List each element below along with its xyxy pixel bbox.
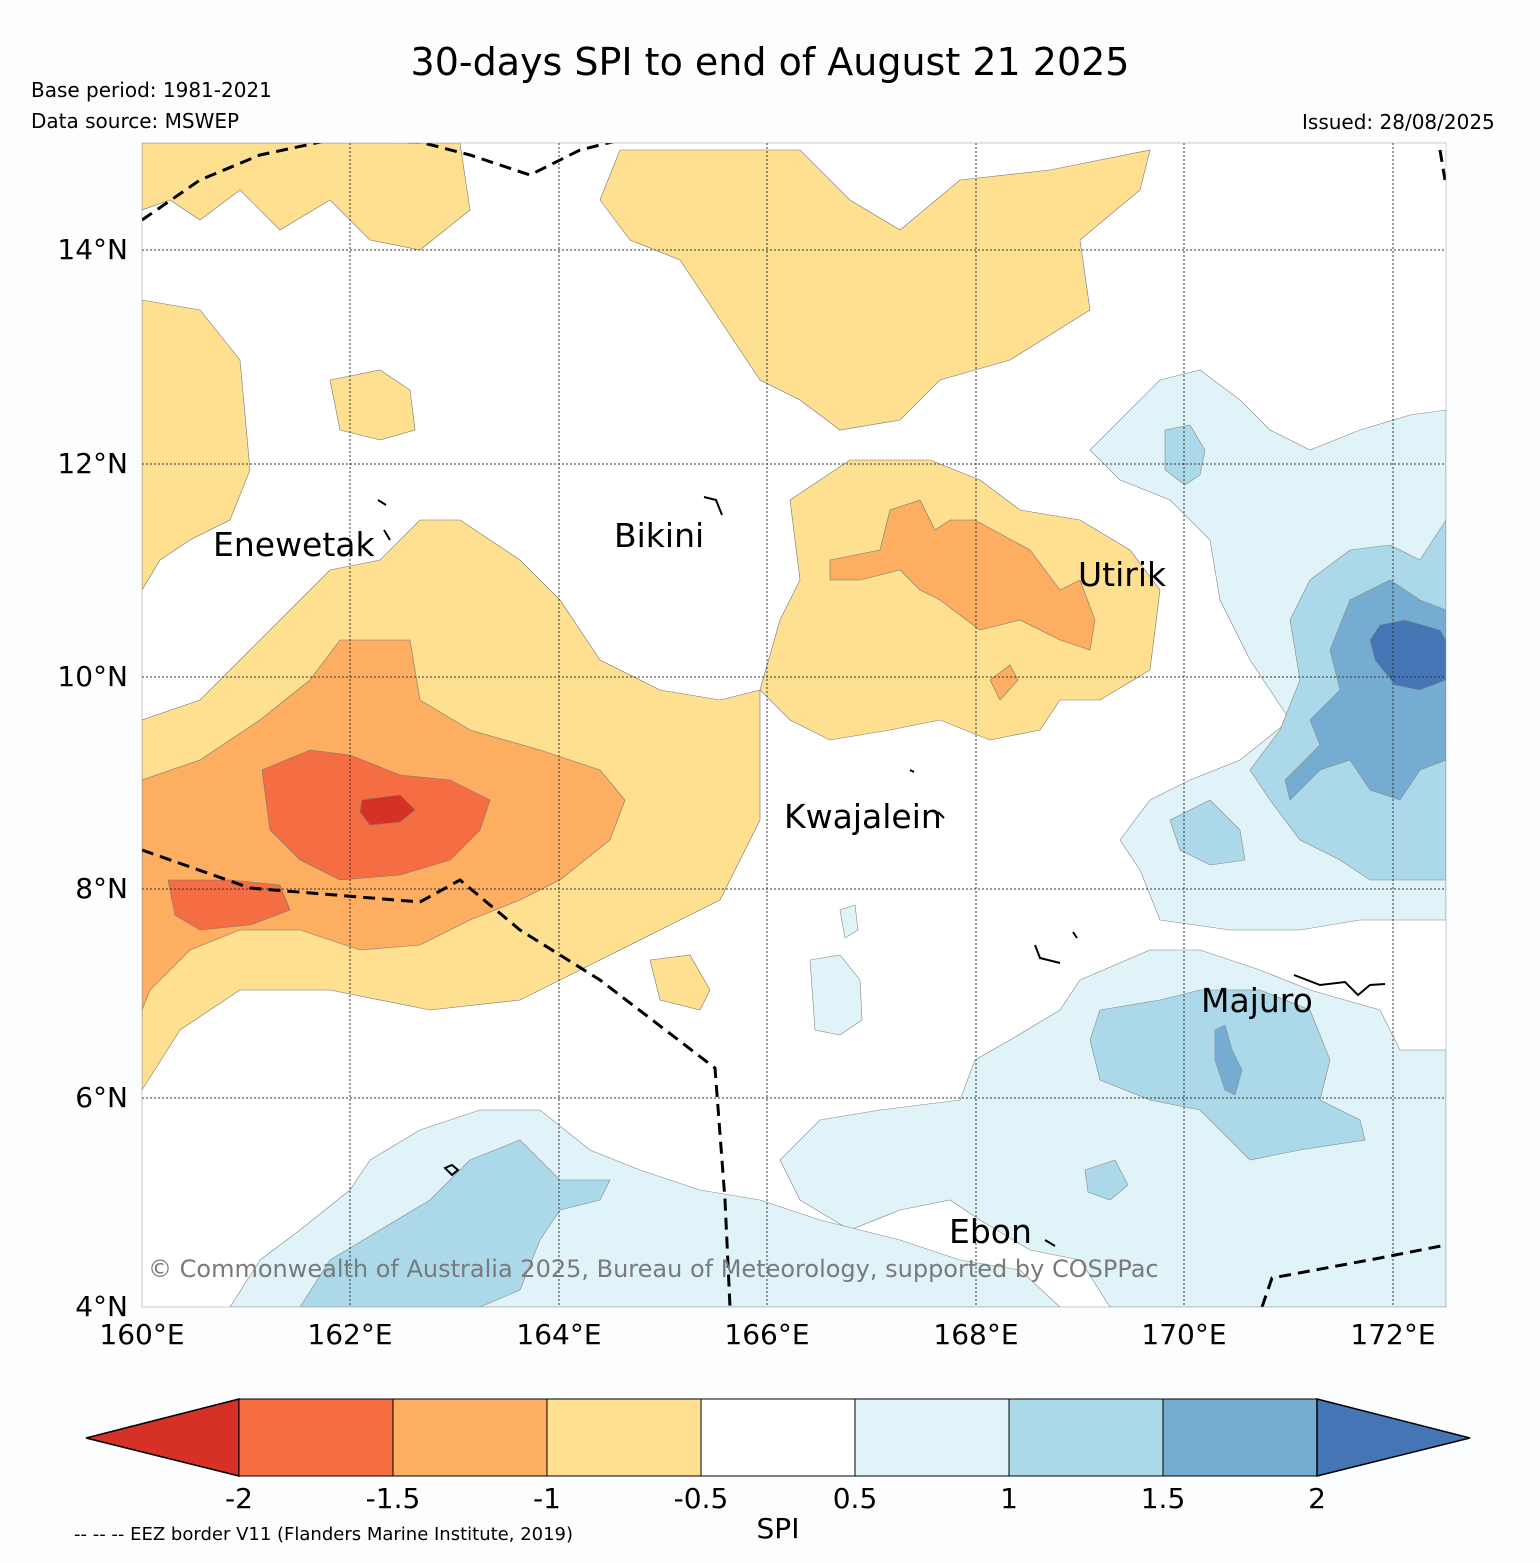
spi-dry-extreme-regions xyxy=(359,794,416,826)
atoll-outlines xyxy=(377,496,1386,1247)
colorbar-tick-0: -2 xyxy=(225,1482,253,1515)
place-label-ebon: Ebon xyxy=(949,1212,1032,1251)
colorbar-label: SPI xyxy=(757,1512,800,1545)
latitude-labels: 4°N 6°N 8°N 10°N 12°N 14°N xyxy=(57,233,128,1323)
map-gridlines xyxy=(142,143,1446,1307)
colorbar-tick-4: 0.5 xyxy=(833,1482,878,1515)
colorbar-segment-6 xyxy=(1008,1398,1164,1477)
colorbar-segment-1 xyxy=(238,1398,394,1477)
wet-extreme-east xyxy=(1369,619,1446,691)
lon-label-170: 170°E xyxy=(1141,1318,1226,1351)
lon-label-172: 172°E xyxy=(1350,1318,1435,1351)
wet-moderate-small-c xyxy=(1084,1159,1129,1201)
wet-light-small-a xyxy=(839,904,859,939)
lon-label-164: 164°E xyxy=(516,1318,601,1351)
place-label-enewetak: Enewetak xyxy=(213,525,376,564)
place-label-utirik: Utirik xyxy=(1078,555,1167,594)
atoll-enewetak xyxy=(377,499,391,541)
eez-borders xyxy=(142,143,1446,1307)
eez-border-southwest xyxy=(142,848,732,1307)
colorbar-segment-3 xyxy=(546,1398,702,1477)
wet-moderate-north xyxy=(1164,424,1206,486)
eez-border-northeast xyxy=(1438,149,1446,181)
colorbar-arrow-high xyxy=(1316,1398,1471,1477)
dry-region-upper-blob xyxy=(329,369,416,441)
colorbar-segment-4 xyxy=(700,1398,856,1477)
colorbar-tick-5: 1 xyxy=(1000,1482,1018,1515)
colorbar-tick-7: 2 xyxy=(1308,1482,1326,1515)
lon-label-168: 168°E xyxy=(933,1318,1018,1351)
map-plot-area xyxy=(142,143,1446,1307)
base-period: Base period: 1981-2021 xyxy=(31,78,272,102)
wet-moderate-small-b xyxy=(1169,799,1246,866)
wet-moderate-south xyxy=(299,1139,611,1307)
lat-label-6: 6°N xyxy=(75,1081,128,1114)
map-title: 30-days SPI to end of August 21 2025 xyxy=(410,40,1130,84)
colorbar-segment-7 xyxy=(1162,1398,1318,1477)
place-label-kwajalein: Kwajalein xyxy=(784,797,942,836)
issued-date: Issued: 28/08/2025 xyxy=(1302,110,1495,134)
longitude-labels: 160°E 162°E 164°E 166°E 168°E 170°E 172°… xyxy=(99,1318,1435,1351)
dry-region-small-south xyxy=(649,954,711,1011)
eez-border-southeast xyxy=(1260,1243,1446,1307)
lat-label-4: 4°N xyxy=(75,1290,128,1323)
colorbar-tick-1: -1.5 xyxy=(366,1482,421,1515)
atoll-kwajalein xyxy=(909,769,945,819)
eez-border-note: -- -- -- EEZ border V11 (Flanders Marine… xyxy=(74,1524,573,1545)
atoll-bikini xyxy=(703,496,723,516)
spi-wet-extreme-regions xyxy=(1369,619,1446,691)
place-label-bikini: Bikini xyxy=(614,516,704,555)
colorbar-arrow-low xyxy=(85,1398,240,1477)
wet-strong-majuro xyxy=(1214,1024,1243,1096)
lon-label-162: 162°E xyxy=(307,1318,392,1351)
atoll-majuro xyxy=(1293,974,1386,997)
dry-region-west-coast xyxy=(142,299,251,591)
copyright-notice: © Commonwealth of Australia 2025, Bureau… xyxy=(148,1255,1159,1283)
lon-label-160: 160°E xyxy=(99,1318,184,1351)
wet-light-kwajalein-south xyxy=(809,954,863,1036)
dry-region-north-center xyxy=(599,149,1151,431)
data-source: Data source: MSWEP xyxy=(31,109,240,133)
lon-label-166: 166°E xyxy=(724,1318,809,1351)
atoll-south-small xyxy=(1034,931,1078,964)
colorbar-tick-2: -1 xyxy=(533,1482,561,1515)
colorbar-segment-2 xyxy=(392,1398,548,1477)
colorbar-tick-3: -0.5 xyxy=(674,1482,729,1515)
dry-severe-south xyxy=(167,879,291,931)
map-frame xyxy=(141,142,1447,1308)
spi-colorbar: -2 -1.5 -1 -0.5 0.5 1 1.5 2 SPI xyxy=(85,1398,1471,1545)
dry-moderate-small xyxy=(989,664,1019,701)
dry-extreme-core xyxy=(359,794,416,826)
lat-label-10: 10°N xyxy=(57,660,128,693)
colorbar-segment-5 xyxy=(854,1398,1010,1477)
colorbar-tick-6: 1.5 xyxy=(1141,1482,1186,1515)
lat-label-12: 12°N xyxy=(57,447,128,480)
place-label-majuro: Majuro xyxy=(1201,981,1313,1020)
lat-label-8: 8°N xyxy=(75,872,128,905)
atoll-west xyxy=(443,1163,460,1177)
lat-label-14: 14°N xyxy=(57,233,128,266)
dry-moderate-utirik xyxy=(829,499,1096,651)
place-labels: Enewetak Bikini Utirik Kwajalein Majuro … xyxy=(213,516,1313,1251)
atoll-ebon xyxy=(1044,1239,1056,1247)
